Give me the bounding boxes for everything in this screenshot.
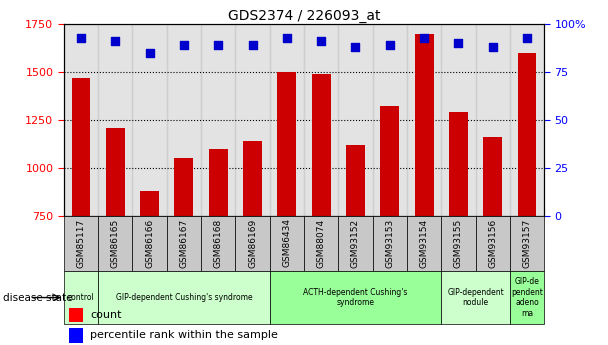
- Text: GSM86165: GSM86165: [111, 218, 120, 268]
- Bar: [270, 271, 441, 324]
- Point: [419, 35, 429, 40]
- Text: GSM93154: GSM93154: [420, 218, 429, 267]
- Bar: [174, 158, 193, 216]
- Bar: [64, 24, 98, 216]
- Bar: [64, 216, 98, 271]
- Text: GIP-dependent Cushing's syndrome: GIP-dependent Cushing's syndrome: [116, 293, 252, 302]
- Bar: [64, 271, 98, 324]
- Bar: [510, 24, 544, 216]
- Bar: [209, 149, 227, 216]
- Bar: [304, 24, 338, 216]
- Text: GSM86434: GSM86434: [282, 218, 291, 267]
- Bar: [270, 24, 304, 216]
- Text: GSM86166: GSM86166: [145, 218, 154, 268]
- Point: [282, 35, 292, 40]
- Bar: [98, 271, 270, 324]
- Title: GDS2374 / 226093_at: GDS2374 / 226093_at: [228, 9, 380, 23]
- Text: GSM93153: GSM93153: [385, 218, 394, 268]
- Bar: [338, 24, 373, 216]
- Bar: [304, 216, 338, 271]
- Point: [351, 45, 361, 50]
- Bar: [338, 216, 373, 271]
- Bar: [475, 24, 510, 216]
- Bar: [270, 216, 304, 271]
- Bar: [475, 216, 510, 271]
- Point: [76, 35, 86, 40]
- Text: percentile rank within the sample: percentile rank within the sample: [90, 331, 278, 341]
- Text: GSM93155: GSM93155: [454, 218, 463, 268]
- Bar: [449, 112, 468, 216]
- Text: GSM93157: GSM93157: [522, 218, 531, 268]
- Bar: [510, 271, 544, 324]
- Point: [522, 35, 532, 40]
- Bar: [201, 24, 235, 216]
- Bar: [98, 24, 133, 216]
- Bar: [243, 141, 262, 216]
- Bar: [98, 216, 133, 271]
- Bar: [373, 24, 407, 216]
- Point: [247, 42, 257, 48]
- Bar: [235, 216, 270, 271]
- Text: GSM86169: GSM86169: [248, 218, 257, 268]
- Bar: [517, 53, 536, 216]
- Text: GIP-dependent
nodule: GIP-dependent nodule: [447, 288, 504, 307]
- Bar: [312, 74, 331, 216]
- Point: [111, 39, 120, 44]
- Text: control: control: [67, 293, 94, 302]
- Bar: [510, 216, 544, 271]
- Bar: [201, 216, 235, 271]
- Bar: [167, 24, 201, 216]
- Text: GSM85117: GSM85117: [77, 218, 86, 268]
- Bar: [407, 24, 441, 216]
- Text: GSM88074: GSM88074: [317, 218, 326, 267]
- Text: disease state: disease state: [3, 293, 72, 303]
- Bar: [381, 107, 399, 216]
- Text: GSM93152: GSM93152: [351, 218, 360, 267]
- Point: [488, 45, 497, 50]
- Text: GIP-de
pendent
adeno
ma: GIP-de pendent adeno ma: [511, 277, 543, 318]
- Bar: [72, 78, 91, 216]
- Point: [145, 50, 154, 56]
- Point: [454, 41, 463, 46]
- Point: [385, 42, 395, 48]
- Bar: [133, 24, 167, 216]
- Bar: [277, 72, 296, 216]
- Point: [316, 39, 326, 44]
- Bar: [69, 308, 83, 322]
- Text: GSM86167: GSM86167: [179, 218, 188, 268]
- Point: [213, 42, 223, 48]
- Text: GSM86168: GSM86168: [214, 218, 223, 268]
- Text: GSM93156: GSM93156: [488, 218, 497, 268]
- Point: [179, 42, 188, 48]
- Bar: [140, 191, 159, 216]
- Bar: [167, 216, 201, 271]
- Bar: [407, 216, 441, 271]
- Bar: [415, 34, 434, 216]
- Text: count: count: [90, 310, 122, 320]
- Bar: [69, 328, 83, 343]
- Bar: [441, 271, 510, 324]
- Bar: [235, 24, 270, 216]
- Text: ACTH-dependent Cushing's
syndrome: ACTH-dependent Cushing's syndrome: [303, 288, 407, 307]
- Bar: [346, 145, 365, 216]
- Bar: [106, 128, 125, 216]
- Bar: [483, 137, 502, 216]
- Bar: [441, 24, 475, 216]
- Bar: [441, 216, 475, 271]
- Bar: [133, 216, 167, 271]
- Bar: [373, 216, 407, 271]
